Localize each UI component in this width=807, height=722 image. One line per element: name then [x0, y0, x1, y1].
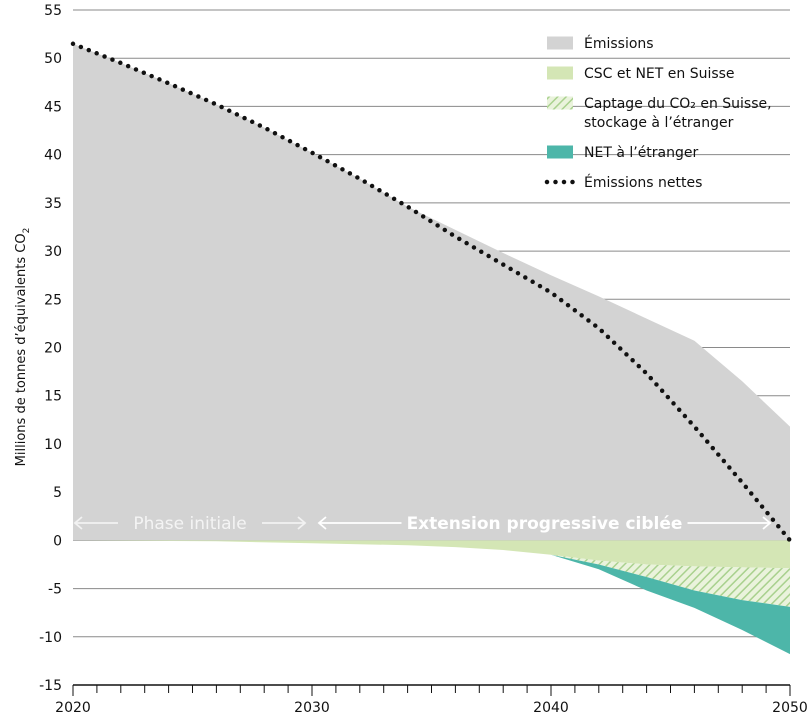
legend: Émissions CSC et NET en Suisse Captage du …	[544, 35, 772, 191]
y-tick-label: 0	[53, 533, 62, 549]
net-emissions-line	[70, 41, 793, 543]
captage-area	[551, 554, 790, 607]
annotation-arrow-head	[73, 516, 83, 530]
y-tick-label: 50	[44, 51, 62, 67]
x-tick-label: 2040	[533, 700, 569, 716]
phase-annotations: Phase initiale Extension progressive cibl…	[73, 514, 772, 534]
y-tick-label: -10	[39, 630, 62, 646]
legend-item: NET à l’étranger	[547, 145, 699, 161]
legend-label: NET à l’étranger	[584, 145, 699, 161]
legend-swatch	[547, 66, 573, 80]
y-tick-label: 40	[44, 148, 62, 164]
y-axis-title: Millions de tonnes d’équivalents CO2	[14, 228, 32, 467]
y-tick-label: 45	[44, 99, 62, 115]
legend-label: Captage du CO₂ en Suisse,	[584, 96, 772, 112]
legend-item: Émissions nettes	[544, 174, 702, 191]
y-tick-label: 20	[44, 341, 62, 357]
y-tick-label: 35	[44, 196, 62, 212]
y-tick-label: 30	[44, 244, 62, 260]
legend-item: Captage du CO₂ en Suisse, stockage à l’ét…	[547, 96, 772, 131]
annotation-arrow-head	[317, 516, 327, 530]
x-tick-label: 2030	[294, 700, 330, 716]
annotation-arrow-head	[762, 516, 772, 530]
y-tick-label: 5	[53, 485, 62, 501]
legend-item: Émissions	[547, 35, 654, 52]
y-tick-label: -15	[39, 678, 62, 694]
legend-label: Émissions nettes	[584, 174, 702, 191]
areas	[73, 43, 790, 655]
y-tick-label: 25	[44, 292, 62, 308]
legend-swatch	[547, 36, 573, 50]
emissions-area	[73, 43, 790, 541]
legend-item: CSC et NET en Suisse	[547, 66, 735, 82]
legend-swatch	[547, 96, 573, 110]
y-tick-label: -5	[48, 582, 62, 598]
x-tick-label: 2020	[55, 700, 91, 716]
y-axis-title-main: Millions de tonnes d’équivalents CO	[14, 233, 29, 466]
y-tick-label: 55	[44, 3, 62, 19]
legend-label: stockage à l’étranger	[584, 115, 734, 131]
net-emissions-line	[70, 41, 793, 543]
net-etranger-area	[551, 554, 790, 655]
y-tick-label: 15	[44, 389, 62, 405]
y-tick-label: 10	[44, 437, 62, 453]
legend-swatch	[547, 145, 573, 159]
annotation-arrow-head	[297, 516, 307, 530]
legend-label: Émissions	[584, 35, 654, 52]
y-axis-title-sub: 2	[22, 228, 32, 234]
annotation-label: Extension progressive ciblée	[407, 514, 683, 534]
csc-net-suisse-area	[73, 540, 790, 569]
x-tick-label: 2050	[772, 700, 807, 716]
annotation-label: Phase initiale	[133, 514, 246, 534]
legend-label: CSC et NET en Suisse	[584, 66, 735, 82]
